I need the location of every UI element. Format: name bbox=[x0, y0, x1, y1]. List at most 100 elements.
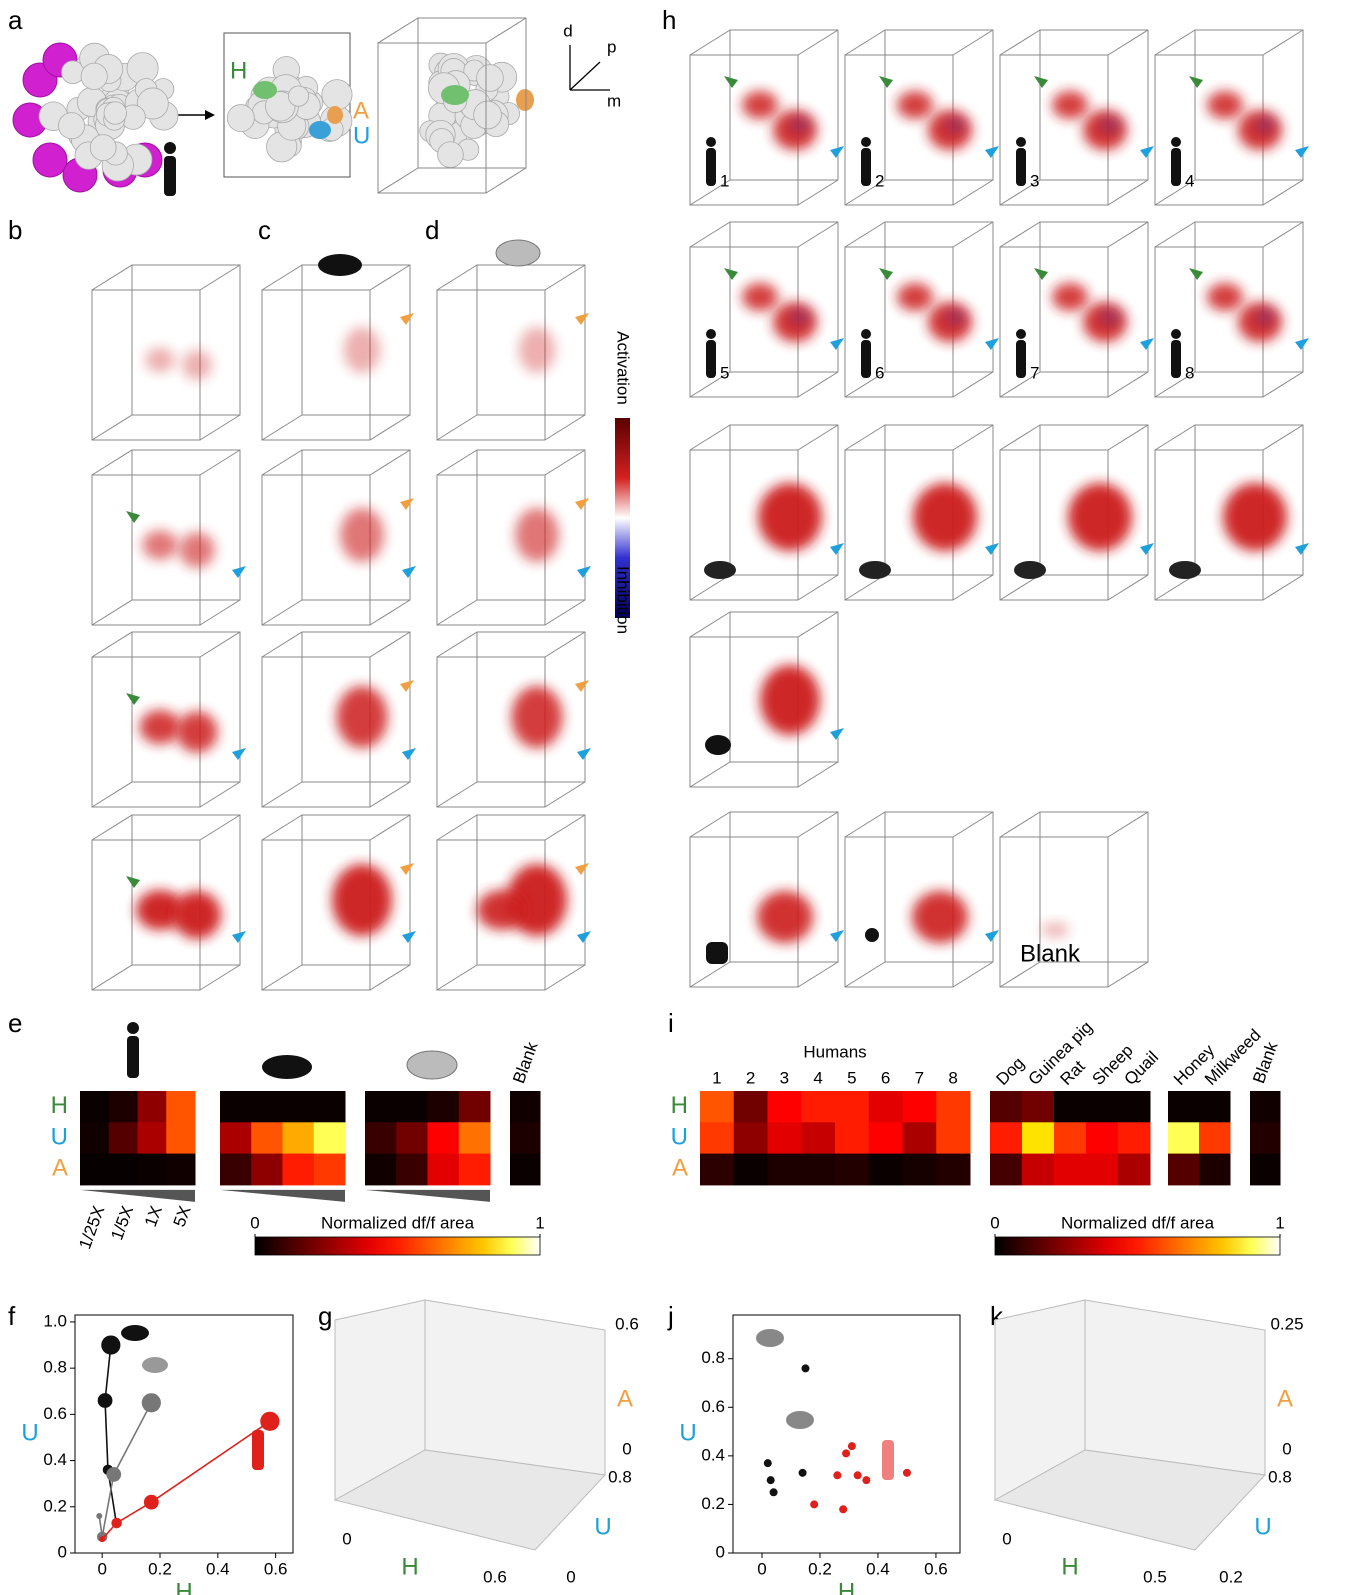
cube-edge bbox=[845, 575, 885, 600]
cube-edge bbox=[92, 265, 132, 290]
panel-label: d bbox=[425, 215, 439, 245]
cube-edge bbox=[200, 415, 240, 440]
subject-number: 6 bbox=[875, 363, 884, 382]
x-tick-label: 0.4 bbox=[206, 1559, 230, 1578]
column-label: 6 bbox=[881, 1068, 890, 1087]
row-label: U bbox=[51, 1123, 68, 1150]
data-point bbox=[839, 1505, 847, 1513]
glomerulus-arrow bbox=[126, 511, 140, 523]
heatmap-cell bbox=[459, 1091, 491, 1123]
column-label: 1 bbox=[712, 1068, 721, 1087]
response-blob bbox=[1100, 309, 1120, 325]
subject-number: 4 bbox=[1185, 171, 1194, 190]
heatmap-cell bbox=[835, 1091, 869, 1123]
cube-edge bbox=[92, 632, 132, 657]
human-icon bbox=[252, 1430, 264, 1470]
heatmap-cell bbox=[1168, 1154, 1200, 1186]
heatmap-cell bbox=[166, 1122, 195, 1154]
heatmap-cell bbox=[1022, 1091, 1055, 1123]
cube-edge bbox=[798, 762, 838, 787]
cube-edge bbox=[953, 812, 993, 837]
cube-edge bbox=[798, 962, 838, 987]
heatmap-cell bbox=[990, 1122, 1023, 1154]
arrow-head bbox=[205, 110, 215, 120]
row-label: A bbox=[52, 1155, 68, 1182]
glomerulus-arrow bbox=[575, 863, 589, 875]
heatmap-cell bbox=[510, 1122, 541, 1154]
y-axis-label: U bbox=[21, 1419, 38, 1446]
glomerulus-arrow bbox=[126, 876, 140, 888]
glomerulus-arrow bbox=[232, 566, 246, 578]
cube-edge bbox=[1263, 222, 1303, 247]
cube-edge bbox=[200, 815, 240, 840]
heatmap-cell bbox=[768, 1091, 802, 1123]
heatmap-cell bbox=[700, 1122, 734, 1154]
glomerulus-arrow bbox=[1189, 268, 1203, 280]
glomerulus-h bbox=[441, 85, 469, 105]
heatmap-cell bbox=[801, 1154, 835, 1186]
y-tick-label: 0.8 bbox=[701, 1348, 725, 1367]
heatmap-cell bbox=[166, 1154, 195, 1186]
cube-edge bbox=[545, 450, 585, 475]
response-blob bbox=[519, 327, 556, 373]
y-axis-label: U bbox=[679, 1419, 696, 1446]
heatmap-cell bbox=[768, 1154, 802, 1186]
response-blob bbox=[332, 864, 392, 936]
cube-edge bbox=[486, 18, 526, 43]
plot-frame bbox=[733, 1315, 960, 1553]
data-point bbox=[144, 1495, 159, 1510]
heatmap-cell bbox=[734, 1122, 768, 1154]
y-tick-label: 0 bbox=[716, 1542, 725, 1561]
glomerulus-a bbox=[327, 106, 343, 124]
heatmap-cell bbox=[251, 1091, 283, 1123]
cube-edge bbox=[798, 30, 838, 55]
heatmap-cell bbox=[138, 1154, 167, 1186]
cube-edge bbox=[370, 815, 410, 840]
rat-icon bbox=[262, 1055, 312, 1079]
x-tick-label: 0 bbox=[757, 1559, 766, 1578]
colorbar bbox=[995, 1237, 1280, 1255]
y-tick-label: 0.4 bbox=[43, 1450, 67, 1469]
heatmap-cell bbox=[903, 1154, 937, 1186]
column-label: 2 bbox=[746, 1068, 755, 1087]
heatmap-cell bbox=[1168, 1122, 1200, 1154]
cube-edge bbox=[262, 965, 302, 990]
animal-icon bbox=[1014, 561, 1046, 579]
response-blob bbox=[913, 483, 977, 551]
x-tick-label: 0 bbox=[1002, 1529, 1011, 1548]
heatmap-cell bbox=[869, 1154, 903, 1186]
heatmap-cell bbox=[80, 1154, 109, 1186]
honey-icon bbox=[706, 942, 728, 964]
response-blob bbox=[337, 686, 388, 748]
glomerulus-arrow bbox=[830, 728, 844, 740]
heatmap-cell bbox=[801, 1122, 835, 1154]
cube-edge bbox=[1000, 812, 1040, 837]
cube-edge bbox=[953, 962, 993, 987]
heatmap-cell bbox=[1168, 1091, 1200, 1123]
column-label: Blank bbox=[509, 1039, 542, 1086]
concentration-wedge bbox=[220, 1190, 345, 1202]
z-tick-label: 0.6 bbox=[615, 1314, 639, 1333]
panel-label: f bbox=[8, 1301, 16, 1331]
cube-edge bbox=[953, 372, 993, 397]
cube-edge bbox=[370, 265, 410, 290]
sheep-icon bbox=[407, 1051, 457, 1079]
column-label: 7 bbox=[915, 1068, 924, 1087]
axis-m: m bbox=[607, 91, 621, 110]
row-label: H bbox=[671, 1092, 688, 1119]
cube-edge bbox=[132, 632, 240, 782]
x-tick-label: 0.6 bbox=[483, 1567, 507, 1586]
cube-edge bbox=[92, 600, 132, 625]
cube-edge bbox=[1263, 30, 1303, 55]
colorbar-label: Normalized df/f area bbox=[1061, 1213, 1215, 1232]
x-tick-label: 0.6 bbox=[264, 1559, 288, 1578]
data-point bbox=[96, 1513, 102, 1519]
cube-edge bbox=[953, 222, 993, 247]
glomerulus bbox=[104, 102, 127, 125]
data-point bbox=[99, 1536, 105, 1542]
row-label: H bbox=[51, 1092, 68, 1119]
cube-edge bbox=[200, 782, 240, 807]
cube-edge bbox=[545, 632, 585, 657]
human-icon bbox=[706, 148, 716, 186]
subject-number: 5 bbox=[720, 363, 729, 382]
